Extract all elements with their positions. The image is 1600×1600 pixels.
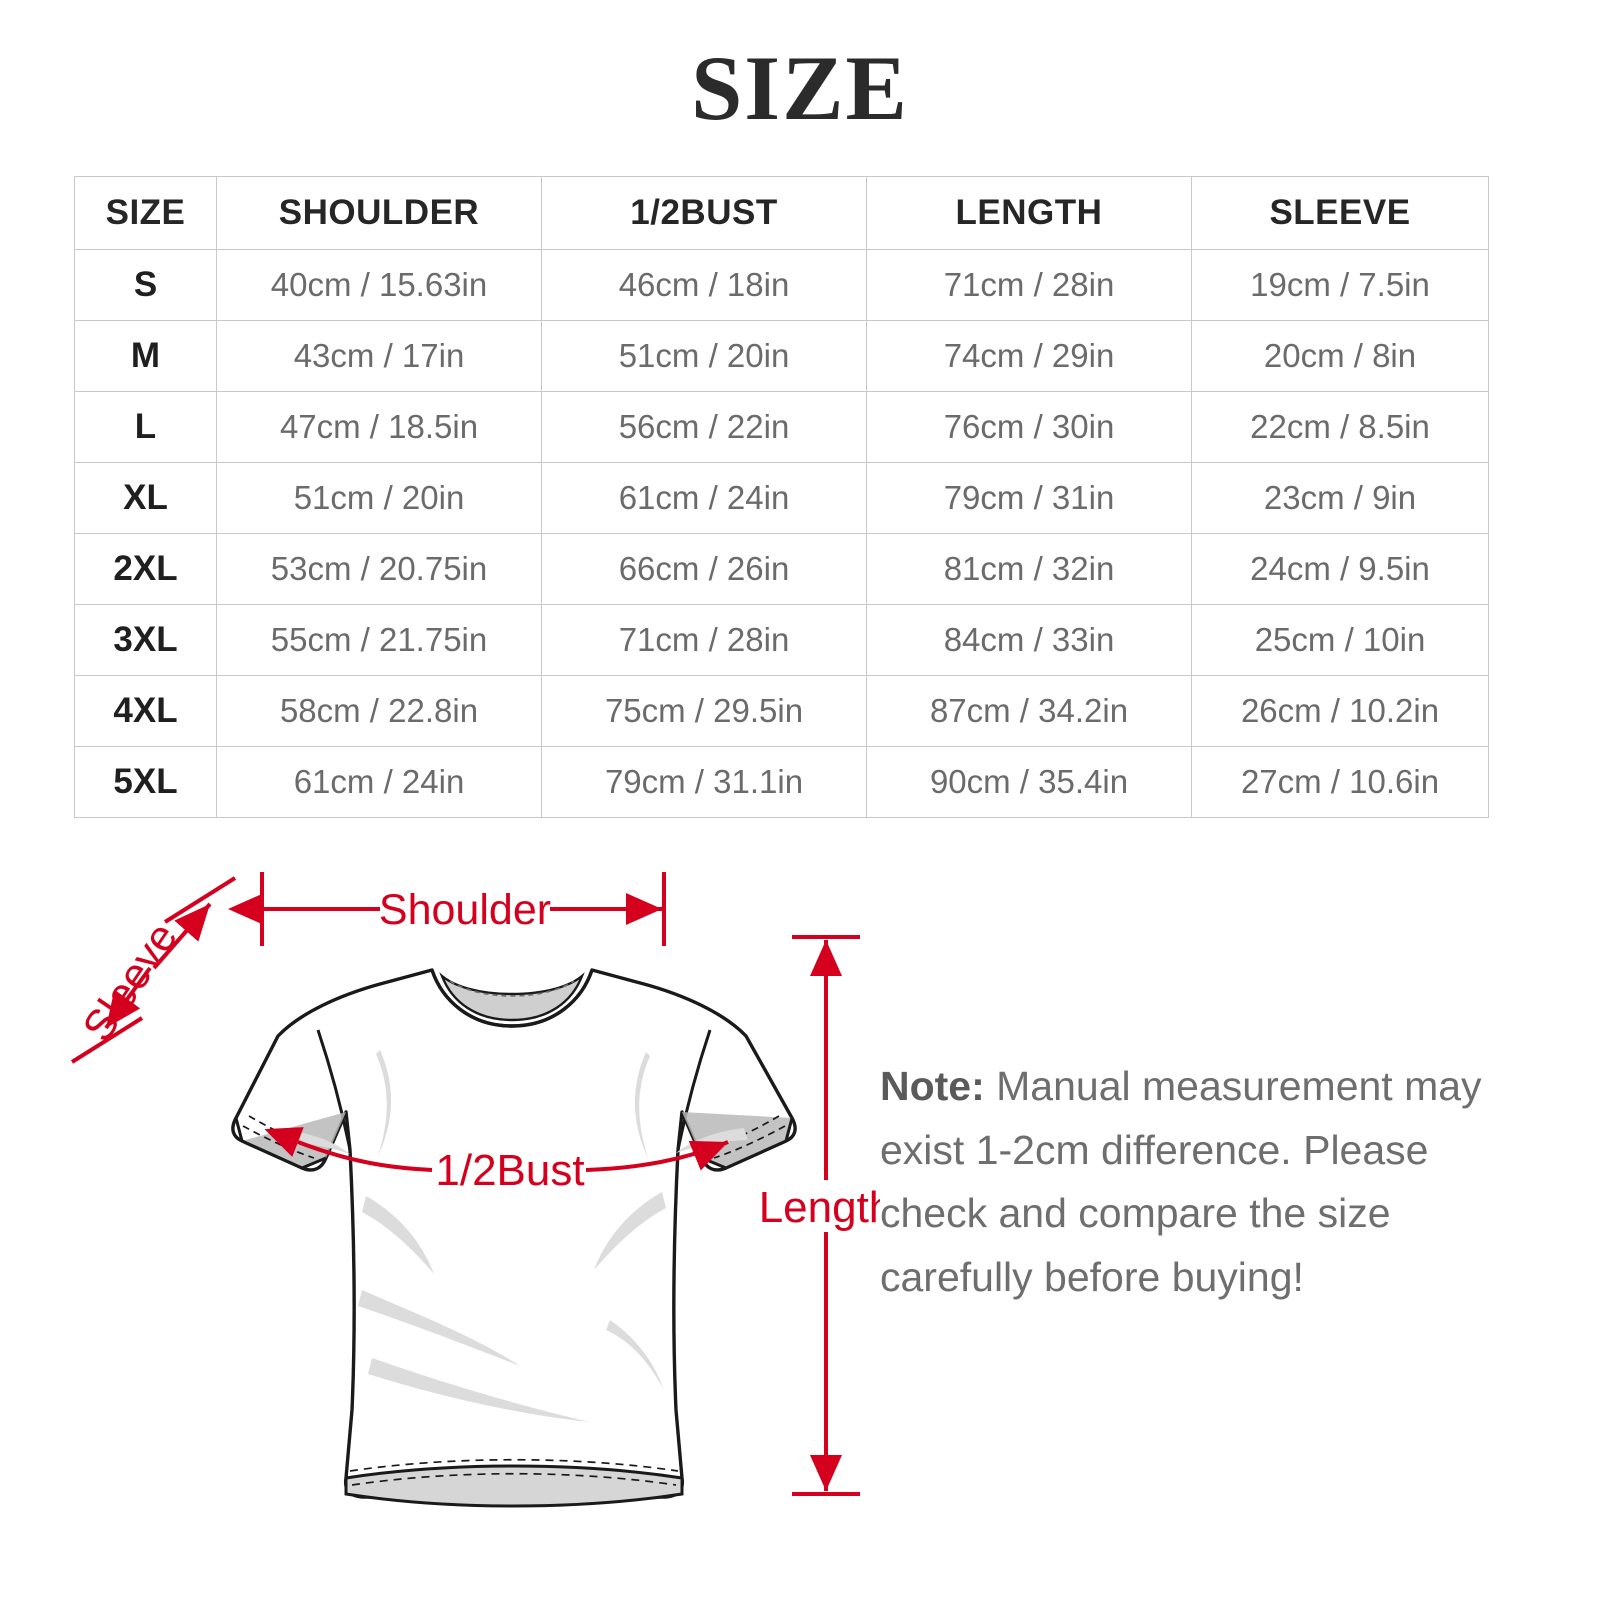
cell-shoulder: 51cm / 20in bbox=[216, 462, 542, 534]
note-text: Manual measurement may exist 1-2cm diffe… bbox=[880, 1063, 1482, 1300]
tshirt-illustration bbox=[231, 968, 797, 1508]
table-row: L 47cm / 18.5in 56cm / 22in 76cm / 30in … bbox=[74, 391, 1489, 463]
column-header-sleeve: SLEEVE bbox=[1191, 176, 1489, 250]
table-row: S 40cm / 15.63in 46cm / 18in 71cm / 28in… bbox=[74, 249, 1489, 321]
cell-size: 5XL bbox=[74, 746, 217, 818]
cell-length: 79cm / 31in bbox=[866, 462, 1192, 534]
cell-bust: 61cm / 24in bbox=[541, 462, 867, 534]
table-header-row: SIZE SHOULDER 1/2BUST LENGTH SLEEVE bbox=[74, 176, 1489, 250]
cell-shoulder: 61cm / 24in bbox=[216, 746, 542, 818]
cell-bust: 51cm / 20in bbox=[541, 320, 867, 392]
length-label: Length bbox=[759, 1183, 880, 1232]
length-measure: Length bbox=[759, 935, 880, 1496]
measurement-diagram: Shoulder Sleeve 1/2Bust Length bbox=[50, 850, 880, 1550]
table-row: XL 51cm / 20in 61cm / 24in 79cm / 31in 2… bbox=[74, 462, 1489, 534]
shoulder-label: Shoulder bbox=[379, 886, 551, 934]
cell-bust: 79cm / 31.1in bbox=[541, 746, 867, 818]
cell-sleeve: 19cm / 7.5in bbox=[1191, 249, 1489, 321]
cell-bust: 66cm / 26in bbox=[541, 533, 867, 605]
cell-length: 81cm / 32in bbox=[866, 533, 1192, 605]
cell-sleeve: 20cm / 8in bbox=[1191, 320, 1489, 392]
cell-size: XL bbox=[74, 462, 217, 534]
cell-shoulder: 53cm / 20.75in bbox=[216, 533, 542, 605]
cell-length: 74cm / 29in bbox=[866, 320, 1192, 392]
cell-sleeve: 27cm / 10.6in bbox=[1191, 746, 1489, 818]
table-row: 4XL 58cm / 22.8in 75cm / 29.5in 87cm / 3… bbox=[74, 675, 1489, 747]
half-bust-label: 1/2Bust bbox=[435, 1146, 584, 1195]
cell-size: L bbox=[74, 391, 217, 463]
cell-bust: 46cm / 18in bbox=[541, 249, 867, 321]
size-chart-table: SIZE SHOULDER 1/2BUST LENGTH SLEEVE S 40… bbox=[74, 176, 1489, 818]
cell-shoulder: 43cm / 17in bbox=[216, 320, 542, 392]
cell-shoulder: 40cm / 15.63in bbox=[216, 249, 542, 321]
cell-length: 71cm / 28in bbox=[866, 249, 1192, 321]
cell-sleeve: 26cm / 10.2in bbox=[1191, 675, 1489, 747]
column-header-size: SIZE bbox=[74, 176, 217, 250]
table-row: 2XL 53cm / 20.75in 66cm / 26in 81cm / 32… bbox=[74, 533, 1489, 605]
table-row: 5XL 61cm / 24in 79cm / 31.1in 90cm / 35.… bbox=[74, 746, 1489, 818]
cell-length: 87cm / 34.2in bbox=[866, 675, 1192, 747]
table-row: 3XL 55cm / 21.75in 71cm / 28in 84cm / 33… bbox=[74, 604, 1489, 676]
shoulder-measure: Shoulder bbox=[228, 872, 666, 946]
column-header-bust: 1/2BUST bbox=[541, 176, 867, 250]
sleeve-label: Sleeve bbox=[74, 914, 187, 1050]
note-block: Note: Manual measurement may exist 1-2cm… bbox=[880, 1055, 1500, 1309]
cell-sleeve: 25cm / 10in bbox=[1191, 604, 1489, 676]
cell-length: 84cm / 33in bbox=[866, 604, 1192, 676]
cell-sleeve: 24cm / 9.5in bbox=[1191, 533, 1489, 605]
cell-shoulder: 58cm / 22.8in bbox=[216, 675, 542, 747]
cell-size: 3XL bbox=[74, 604, 217, 676]
column-header-shoulder: SHOULDER bbox=[216, 176, 542, 250]
half-bust-measure: 1/2Bust bbox=[264, 1127, 729, 1195]
cell-shoulder: 55cm / 21.75in bbox=[216, 604, 542, 676]
column-header-length: LENGTH bbox=[866, 176, 1192, 250]
cell-sleeve: 22cm / 8.5in bbox=[1191, 391, 1489, 463]
cell-shoulder: 47cm / 18.5in bbox=[216, 391, 542, 463]
cell-length: 90cm / 35.4in bbox=[866, 746, 1192, 818]
cell-sleeve: 23cm / 9in bbox=[1191, 462, 1489, 534]
cell-length: 76cm / 30in bbox=[866, 391, 1192, 463]
cell-size: M bbox=[74, 320, 217, 392]
cell-size: 4XL bbox=[74, 675, 217, 747]
cell-bust: 75cm / 29.5in bbox=[541, 675, 867, 747]
cell-bust: 71cm / 28in bbox=[541, 604, 867, 676]
cell-size: S bbox=[74, 249, 217, 321]
cell-bust: 56cm / 22in bbox=[541, 391, 867, 463]
page-title: SIZE bbox=[691, 37, 909, 139]
cell-size: 2XL bbox=[74, 533, 217, 605]
note-label: Note: bbox=[880, 1063, 985, 1109]
table-row: M 43cm / 17in 51cm / 20in 74cm / 29in 20… bbox=[74, 320, 1489, 392]
sleeve-measure: Sleeve bbox=[70, 876, 237, 1064]
